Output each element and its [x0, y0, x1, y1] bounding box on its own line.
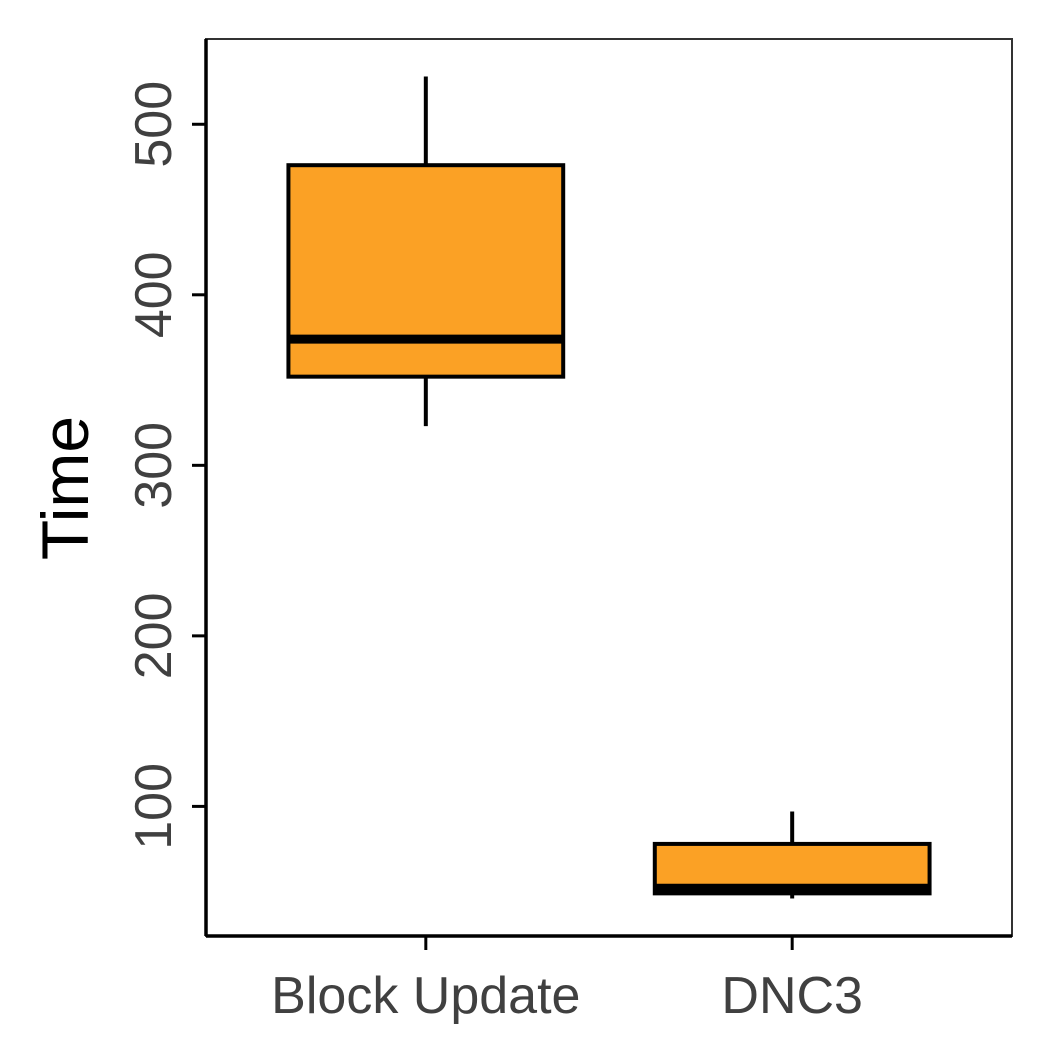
y-tick-label: 400 [125, 251, 183, 338]
box-block-update [286, 76, 566, 427]
y-tick-label: 100 [125, 763, 183, 850]
y-tick-label: 300 [125, 422, 183, 509]
interquartile-box [286, 163, 566, 379]
y-axis-title: Time [28, 416, 102, 560]
box-dnc3 [652, 811, 932, 899]
y-tick-label: 200 [125, 592, 183, 679]
x-tick-label: Block Update [271, 967, 580, 1025]
box-series [286, 76, 932, 899]
x-axis-ticks: Block Update DNC3 [271, 936, 863, 1025]
x-tick-label: DNC3 [721, 967, 863, 1025]
y-tick-label: 500 [125, 81, 183, 168]
y-axis-ticks: 100 200 300 400 500 [125, 81, 206, 850]
